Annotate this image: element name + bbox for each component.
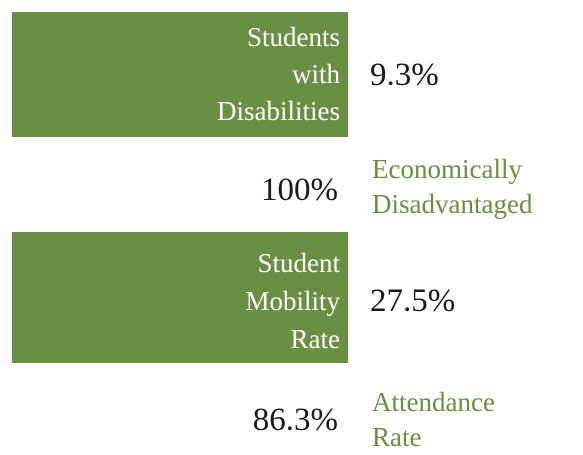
label-line: Disadvantaged: [372, 189, 533, 219]
label: Economically Disadvantaged: [372, 152, 532, 222]
label-line: Disabilities: [217, 96, 340, 126]
value: 86.3%: [252, 402, 338, 438]
label-line: Student: [257, 248, 340, 278]
label-box: Students with Disabilities: [12, 12, 348, 137]
label-line: Economically: [372, 154, 522, 184]
label: Attendance Rate: [372, 385, 495, 455]
label-line: Attendance: [372, 387, 495, 417]
label-line: Rate: [372, 422, 422, 452]
label: Student Mobility Rate: [245, 244, 340, 358]
value: 27.5%: [370, 283, 456, 319]
label-line: Students: [246, 22, 340, 52]
label-line: Rate: [290, 324, 340, 354]
label-line: with: [291, 59, 340, 89]
label-line: Mobility: [245, 286, 340, 316]
value: 9.3%: [370, 57, 439, 93]
value: 100%: [261, 172, 338, 208]
label-box: Student Mobility Rate: [12, 232, 348, 363]
label: Students with Disabilities: [217, 19, 340, 130]
